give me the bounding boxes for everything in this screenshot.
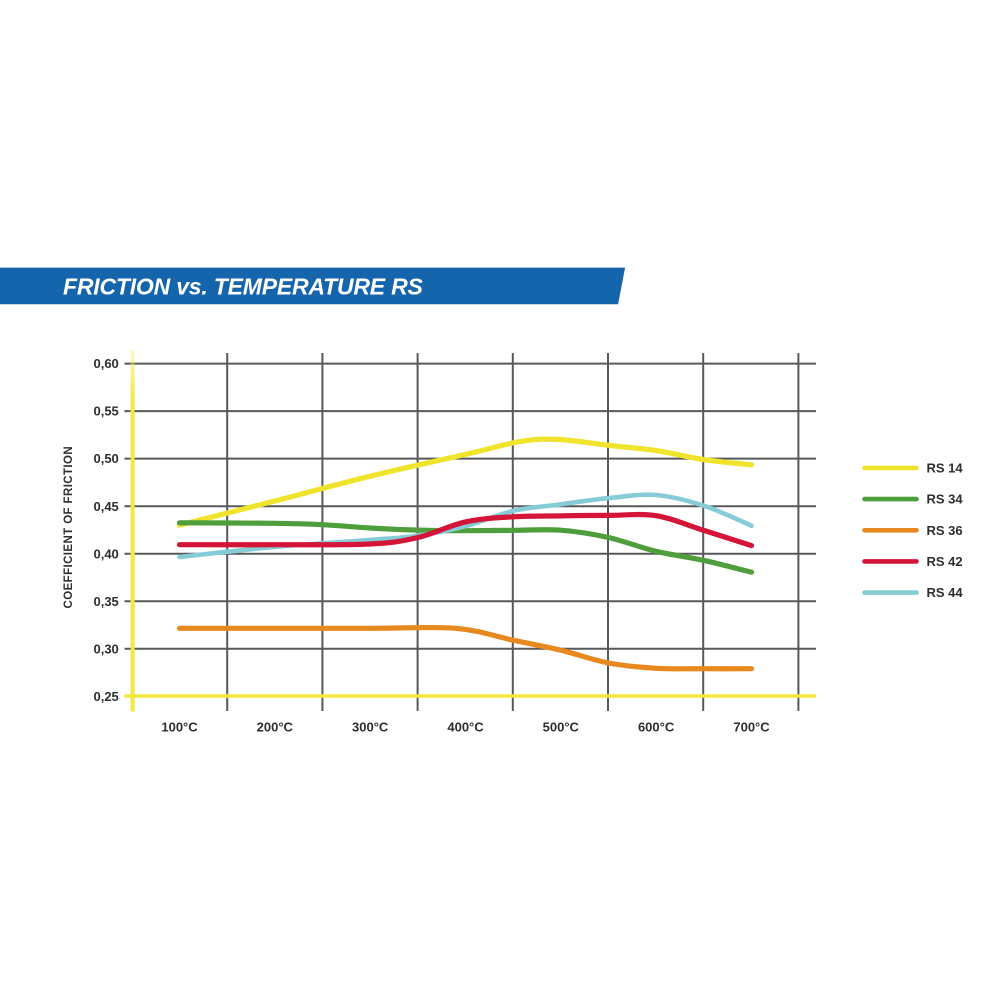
svg-text:RS 34: RS 34 [927,492,964,507]
svg-text:0,45: 0,45 [93,499,118,514]
svg-text:0,60: 0,60 [93,356,118,371]
svg-text:0,25: 0,25 [93,689,118,704]
svg-text:0,30: 0,30 [93,641,118,656]
svg-text:COEFFICIENT OF FRICTION: COEFFICIENT OF FRICTION [63,446,75,609]
svg-text:0,35: 0,35 [93,594,118,609]
svg-text:FRICTION vs. TEMPERATURE RS: FRICTION vs. TEMPERATURE RS [63,273,424,299]
svg-text:RS 14: RS 14 [927,461,964,476]
svg-text:RS 44: RS 44 [927,585,964,600]
svg-text:500°C: 500°C [543,720,580,735]
svg-text:0,50: 0,50 [93,451,118,466]
svg-text:0,40: 0,40 [93,546,118,561]
svg-text:300°C: 300°C [352,720,389,735]
svg-text:600°C: 600°C [638,720,675,735]
svg-text:400°C: 400°C [447,720,484,735]
svg-text:700°C: 700°C [733,720,770,735]
svg-text:RS 36: RS 36 [927,523,963,538]
svg-text:0,55: 0,55 [93,404,118,419]
svg-text:RS 42: RS 42 [927,554,963,569]
svg-text:100°C: 100°C [161,720,198,735]
svg-text:200°C: 200°C [257,720,294,735]
